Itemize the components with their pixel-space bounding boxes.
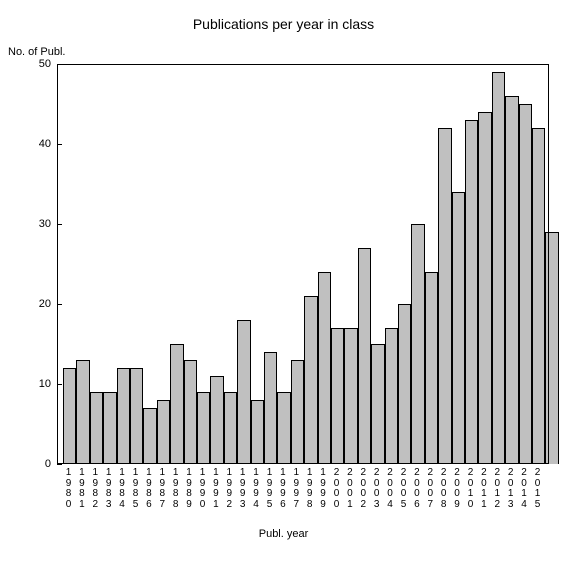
x-tick-label: 1 9 9 0 xyxy=(200,468,206,510)
bar xyxy=(438,128,451,464)
bar xyxy=(344,328,357,464)
x-tick-label: 2 0 0 3 xyxy=(374,468,380,510)
bar xyxy=(237,320,250,464)
bar xyxy=(90,392,103,464)
plot-area xyxy=(57,64,549,464)
bar xyxy=(63,368,76,464)
bar xyxy=(157,400,170,464)
bar xyxy=(478,112,491,464)
bar xyxy=(385,328,398,464)
y-tick-label: 10 xyxy=(27,378,51,390)
x-tick-label: 1 9 8 2 xyxy=(93,468,99,510)
x-tick-label: 1 9 9 3 xyxy=(240,468,246,510)
x-tick-label: 2 0 0 4 xyxy=(387,468,393,510)
chart-stage: Publications per year in class No. of Pu… xyxy=(0,0,567,567)
bar xyxy=(545,232,558,464)
x-tick-label: 2 0 1 5 xyxy=(535,468,541,510)
x-tick-label: 2 0 1 4 xyxy=(521,468,527,510)
x-tick-label: 2 0 1 0 xyxy=(468,468,474,510)
bar xyxy=(411,224,424,464)
bar xyxy=(117,368,130,464)
x-tick-label: 2 0 0 5 xyxy=(401,468,407,510)
bar xyxy=(251,400,264,464)
bar xyxy=(492,72,505,464)
x-tick-label: 2 0 1 1 xyxy=(481,468,487,510)
bar xyxy=(304,296,317,464)
y-tick xyxy=(57,224,62,225)
bar xyxy=(210,376,223,464)
bar xyxy=(130,368,143,464)
x-tick-label: 1 9 9 6 xyxy=(280,468,286,510)
x-tick-label: 1 9 8 7 xyxy=(160,468,166,510)
bar xyxy=(184,360,197,464)
y-tick xyxy=(57,304,62,305)
bar xyxy=(532,128,545,464)
bar xyxy=(452,192,465,464)
bar xyxy=(143,408,156,464)
y-tick xyxy=(57,464,62,465)
y-tick xyxy=(57,384,62,385)
x-tick-label: 1 9 8 8 xyxy=(173,468,179,510)
x-tick-label: 2 0 0 8 xyxy=(441,468,447,510)
bar xyxy=(291,360,304,464)
bar xyxy=(76,360,89,464)
bar xyxy=(519,104,532,464)
bar xyxy=(505,96,518,464)
x-tick-label: 2 0 0 0 xyxy=(334,468,340,510)
x-tick-label: 2 0 0 6 xyxy=(414,468,420,510)
x-tick-label: 1 9 8 4 xyxy=(119,468,125,510)
x-axis-label: Publ. year xyxy=(0,528,567,540)
x-tick-label: 1 9 8 5 xyxy=(133,468,139,510)
y-tick xyxy=(57,64,62,65)
y-tick-label: 50 xyxy=(27,58,51,70)
bar xyxy=(331,328,344,464)
x-tick-label: 1 9 9 4 xyxy=(253,468,259,510)
bar xyxy=(264,352,277,464)
y-tick-label: 0 xyxy=(27,458,51,470)
x-tick-label: 2 0 0 7 xyxy=(428,468,434,510)
x-tick-label: 1 9 8 1 xyxy=(79,468,85,510)
y-axis-label: No. of Publ. xyxy=(8,46,65,58)
y-tick-label: 30 xyxy=(27,218,51,230)
x-tick-label: 1 9 8 3 xyxy=(106,468,112,510)
bar xyxy=(358,248,371,464)
bar xyxy=(197,392,210,464)
x-tick-label: 1 9 9 7 xyxy=(294,468,300,510)
x-tick-label: 1 9 9 5 xyxy=(267,468,273,510)
x-tick-label: 2 0 0 2 xyxy=(361,468,367,510)
bar xyxy=(465,120,478,464)
x-tick-label: 2 0 1 2 xyxy=(495,468,501,510)
y-tick-label: 40 xyxy=(27,138,51,150)
y-tick xyxy=(57,144,62,145)
x-tick-label: 1 9 9 9 xyxy=(320,468,326,510)
x-tick-label: 1 9 8 6 xyxy=(146,468,152,510)
x-tick-label: 1 9 9 8 xyxy=(307,468,313,510)
bar xyxy=(318,272,331,464)
bar xyxy=(103,392,116,464)
x-tick-label: 2 0 0 9 xyxy=(454,468,460,510)
bar xyxy=(398,304,411,464)
bar xyxy=(277,392,290,464)
y-tick-label: 20 xyxy=(27,298,51,310)
x-tick-label: 1 9 9 2 xyxy=(227,468,233,510)
chart-title: Publications per year in class xyxy=(0,16,567,32)
bar xyxy=(425,272,438,464)
x-tick-label: 2 0 0 1 xyxy=(347,468,353,510)
x-tick-label: 2 0 1 3 xyxy=(508,468,514,510)
x-tick-label: 1 9 8 9 xyxy=(186,468,192,510)
x-tick-label: 1 9 8 0 xyxy=(66,468,72,510)
x-tick-label: 1 9 9 1 xyxy=(213,468,219,510)
bar xyxy=(371,344,384,464)
bar xyxy=(170,344,183,464)
bar xyxy=(224,392,237,464)
